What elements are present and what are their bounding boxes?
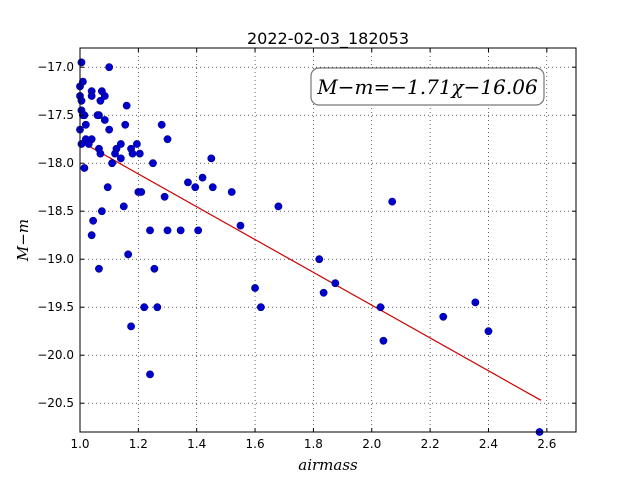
- data-point: [116, 140, 125, 148]
- data-point: [191, 183, 200, 192]
- fit-line: [79, 140, 542, 401]
- x-tick-label: 2.2: [421, 437, 440, 451]
- data-point: [89, 216, 98, 225]
- data-point: [149, 159, 157, 168]
- data-point: [208, 183, 217, 192]
- y-tick-label: −18.5: [37, 204, 74, 218]
- data-point: [256, 303, 265, 312]
- y-tick-label: −19.5: [37, 300, 74, 314]
- data-point: [471, 298, 480, 307]
- data-point: [100, 116, 109, 124]
- data-point: [274, 202, 283, 211]
- data-point: [163, 226, 172, 235]
- x-tick-label: 2.0: [362, 437, 381, 451]
- data-point: [153, 303, 162, 312]
- data-point: [93, 111, 102, 120]
- y-tick-label: −19.0: [37, 252, 74, 266]
- data-point: [100, 92, 109, 100]
- x-axis-ticks: 1.0 1.2 1.4 1.6 1.8 2.0 2.2 2.4 2.6: [70, 48, 556, 451]
- data-point: [77, 58, 86, 67]
- data-point: [236, 221, 245, 230]
- x-tick-label: 1.8: [304, 437, 323, 451]
- data-point: [96, 96, 105, 105]
- data-point: [122, 101, 131, 110]
- data-point: [227, 188, 236, 196]
- data-point: [251, 284, 259, 292]
- data-point: [207, 154, 216, 163]
- x-axis-label: airmass: [298, 456, 358, 474]
- y-tick-label: −20.0: [37, 348, 74, 362]
- chart-title: 2022-02-03_182053: [247, 29, 409, 49]
- data-point: [137, 188, 146, 196]
- data-point: [388, 197, 397, 206]
- y-tick-label: −17.5: [37, 108, 74, 122]
- data-point: [121, 120, 130, 129]
- x-tick-label: 1.2: [129, 437, 148, 451]
- data-point: [150, 264, 159, 273]
- data-point: [146, 370, 154, 379]
- data-point: [105, 63, 114, 72]
- y-tick-label: −17.0: [37, 60, 74, 74]
- y-axis-ticks: −17.0 −17.5 −18.0 −18.5 −19.0 −19.5 −20.0 −20.5: [37, 60, 576, 410]
- data-point: [127, 322, 135, 331]
- data-point: [77, 96, 86, 105]
- data-point: [81, 120, 90, 129]
- x-tick-label: 2.6: [537, 437, 556, 451]
- y-tick-label: −18.0: [37, 156, 74, 170]
- data-point: [160, 192, 169, 201]
- data-point: [331, 279, 340, 288]
- data-point: [80, 164, 89, 172]
- x-tick-label: 1.6: [246, 437, 265, 451]
- data-point: [95, 264, 103, 273]
- data-point: [194, 226, 203, 235]
- grid-lines: [79, 48, 576, 432]
- x-tick-label: 1.0: [70, 437, 89, 451]
- data-point: [315, 255, 324, 264]
- data-point: [108, 159, 116, 168]
- data-point: [132, 140, 141, 148]
- data-point: [119, 202, 128, 211]
- data-point: [157, 120, 166, 129]
- data-point: [105, 125, 114, 134]
- x-tick-label: 2.4: [479, 437, 498, 451]
- data-point: [319, 288, 328, 297]
- fit-line-layer: [79, 140, 542, 401]
- data-point: [116, 154, 125, 163]
- data-point: [97, 207, 106, 216]
- data-point: [176, 226, 185, 235]
- data-point: [379, 336, 388, 345]
- data-points: [76, 58, 544, 436]
- data-point: [87, 231, 96, 240]
- data-point: [484, 327, 493, 336]
- data-point: [124, 250, 133, 259]
- x-tick-label: 1.4: [187, 437, 206, 451]
- y-tick-label: −20.5: [37, 396, 74, 410]
- data-point: [87, 92, 96, 100]
- data-point: [79, 77, 87, 86]
- data-point: [198, 173, 207, 182]
- data-point: [146, 226, 154, 235]
- data-point: [163, 135, 172, 144]
- fit-equation-annotation: M−m=−1.71χ−16.06: [310, 67, 545, 106]
- data-point: [111, 149, 119, 158]
- data-point: [140, 303, 149, 312]
- data-point: [135, 149, 144, 158]
- data-point: [77, 140, 86, 148]
- data-point: [376, 303, 385, 312]
- data-point: [184, 178, 192, 187]
- data-point: [439, 312, 448, 321]
- data-point: [103, 183, 112, 192]
- y-axis-label: M−m: [14, 219, 32, 262]
- plot-frame: [79, 47, 577, 433]
- data-point: [96, 149, 105, 158]
- data-point: [84, 140, 93, 148]
- data-point: [128, 149, 137, 158]
- fit-equation-text: M−m=−1.71χ−16.06: [316, 75, 538, 99]
